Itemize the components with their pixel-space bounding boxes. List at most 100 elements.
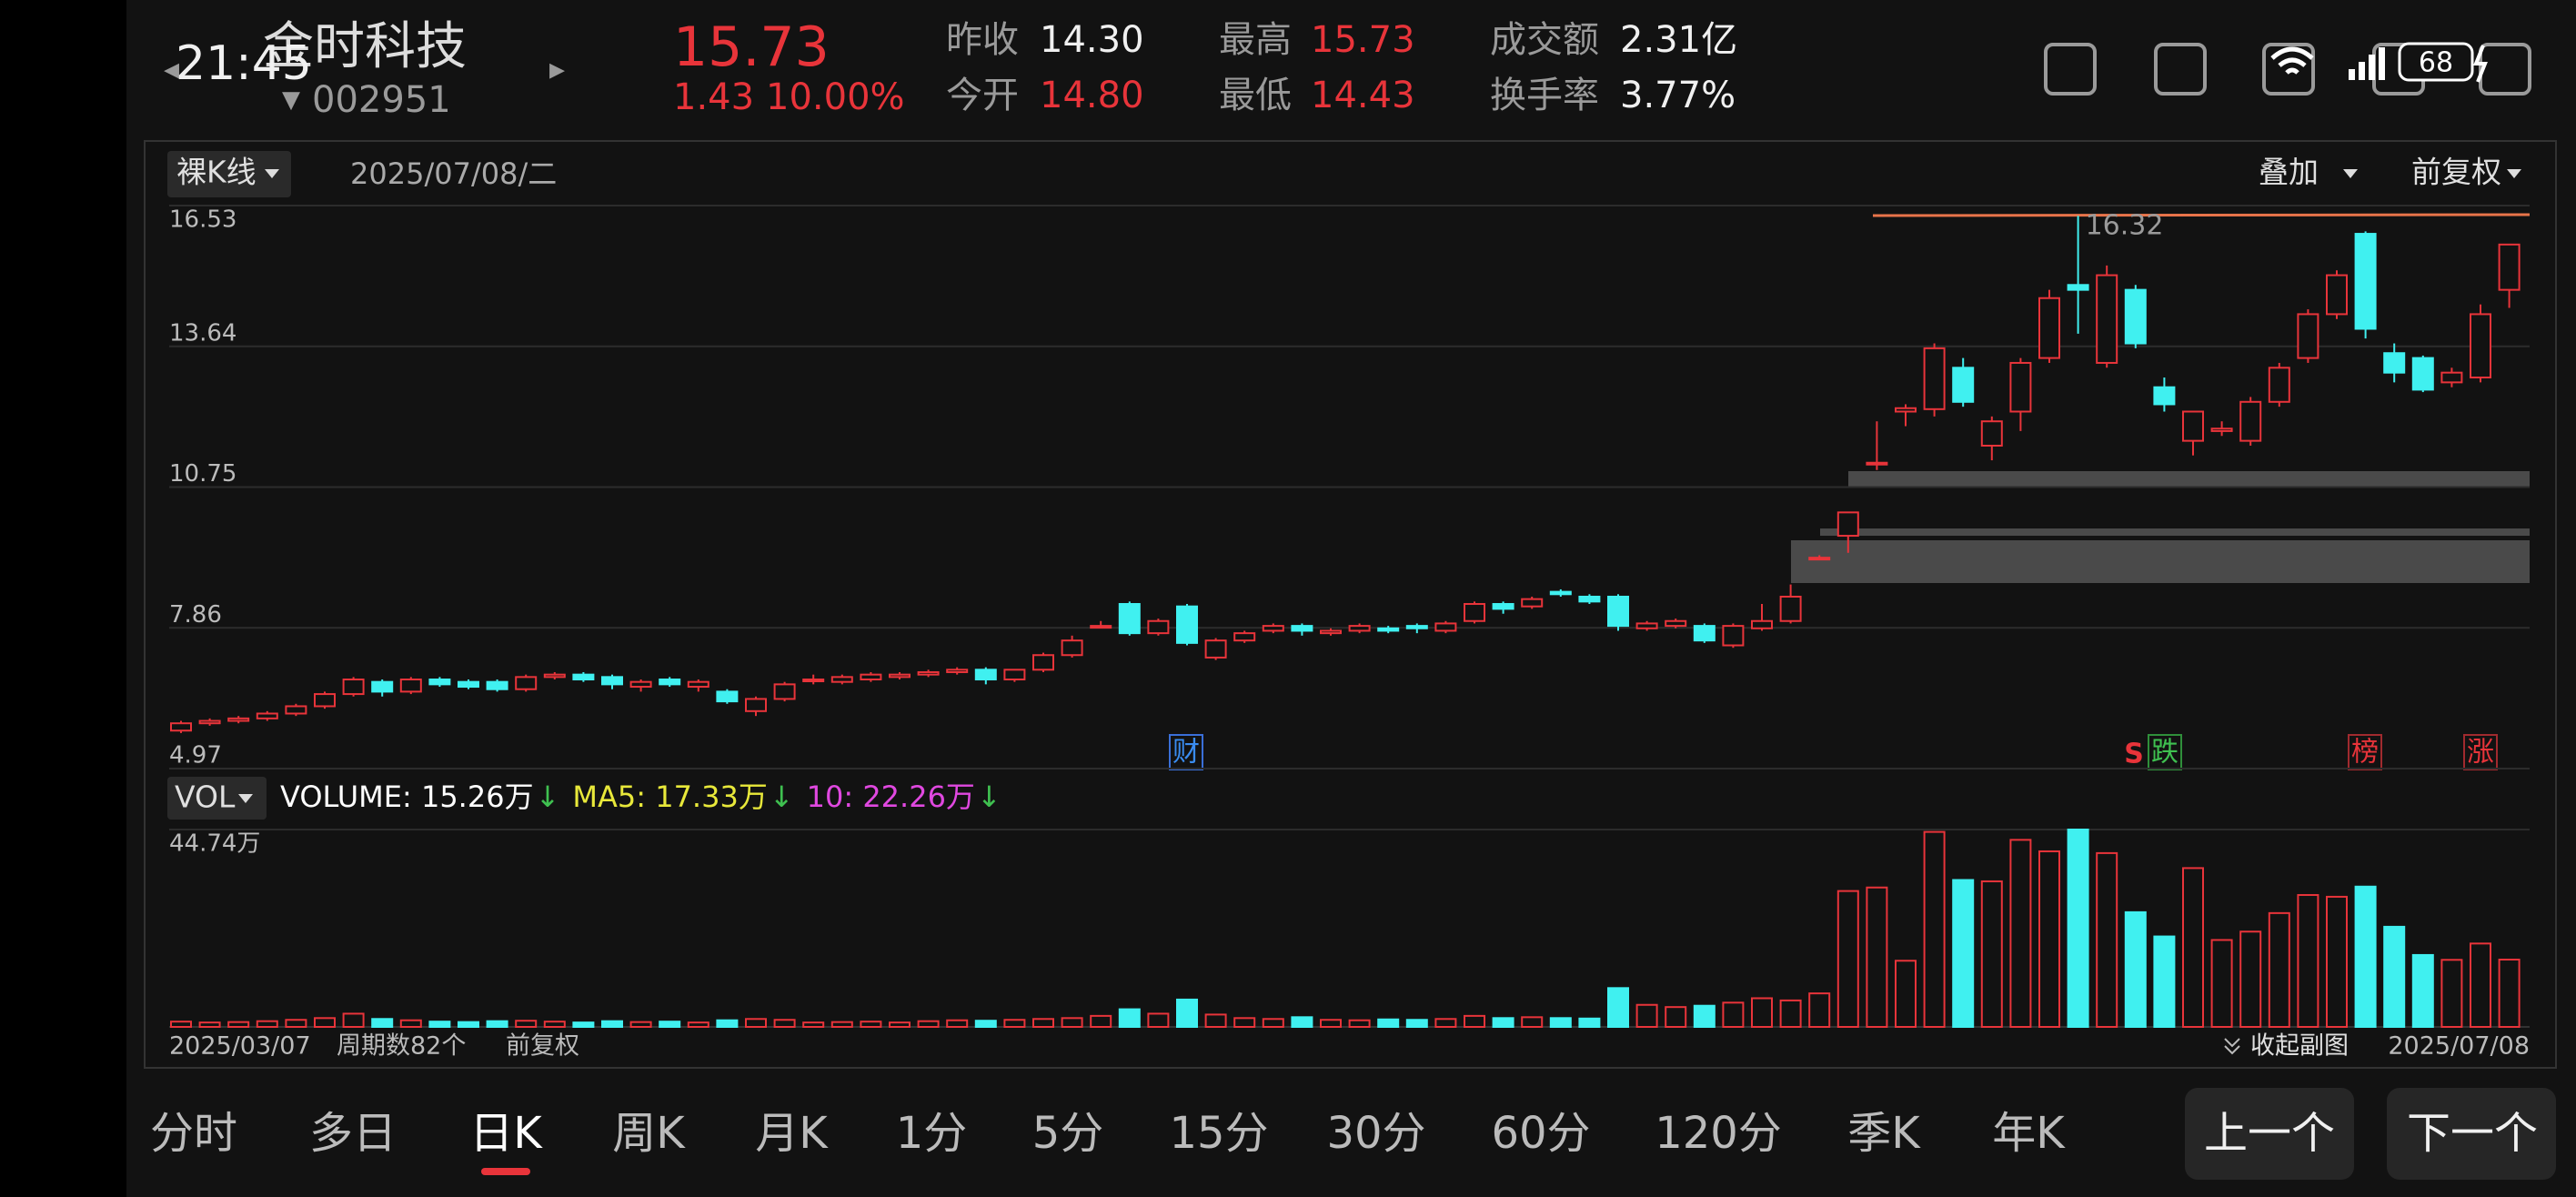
candle-body (342, 679, 365, 696)
indicator-box[interactable] (167, 777, 267, 820)
volume-bar (2067, 829, 2089, 1028)
legend-arrow: ↓ (977, 780, 1001, 814)
prev-button[interactable] (2185, 1088, 2354, 1180)
volume-bar (1090, 1014, 1112, 1029)
y-tick-label: 7.86 (169, 601, 222, 629)
volume-bar (1032, 1018, 1054, 1028)
share-icon[interactable] (2262, 43, 2315, 96)
volume-bar (256, 1020, 278, 1029)
period-tab[interactable]: 5分 (1031, 1108, 1104, 1159)
volume-bar (2210, 939, 2233, 1029)
volume-bar (1578, 1017, 1601, 1029)
candle-body (399, 679, 422, 693)
event-marker[interactable]: 榜 (2351, 737, 2379, 769)
volume-bar (2297, 893, 2319, 1029)
volume-bar (1262, 1018, 1284, 1028)
candle-body (716, 690, 739, 703)
candle-body (946, 669, 969, 673)
legend-text: 10: 22.26万 (807, 780, 975, 814)
dropdown-arrow (2507, 169, 2521, 178)
stat-label: 昨收 (946, 19, 1019, 61)
next-button[interactable] (2387, 1088, 2556, 1180)
candle-body (2153, 386, 2176, 406)
volume-bar (1118, 1008, 1141, 1028)
period-tab[interactable]: 年K (1992, 1108, 2065, 1159)
period-tab[interactable]: 周K (612, 1108, 685, 1159)
status-icons: 68 (2270, 42, 2488, 83)
volume-bar (1895, 960, 1917, 1029)
signal-bar (2349, 69, 2355, 80)
change-pct: 10.00% (766, 76, 905, 118)
period-tab[interactable]: 日K (469, 1108, 542, 1159)
layout-icon[interactable] (2154, 43, 2207, 96)
left-strip (0, 0, 126, 1197)
candle-body (198, 719, 221, 725)
candle-body (285, 705, 307, 715)
period-tab[interactable]: 1分 (895, 1108, 968, 1159)
legend-arrow: ↓ (536, 780, 560, 814)
period-tab[interactable]: 120分 (1655, 1108, 1782, 1159)
next-button-label[interactable]: 下一个 (2406, 1108, 2539, 1159)
candle-body (745, 698, 767, 712)
collapse-button[interactable]: 收起副图 (2250, 1032, 2349, 1061)
volume-bar (830, 1021, 853, 1028)
event-marker[interactable]: 跌 (2151, 737, 2179, 769)
volume-bar (458, 1021, 479, 1028)
candle-body (543, 673, 566, 679)
legend-text: VOLUME: 15.26万 (280, 780, 534, 814)
volume-bar (1320, 1019, 1342, 1029)
volume-bar (1176, 998, 1198, 1028)
candle-body (1262, 625, 1284, 632)
add-icon[interactable] (2044, 43, 2097, 96)
overlay-button[interactable]: 叠加 (2259, 155, 2319, 190)
candle-body (1751, 619, 1773, 629)
volume-bar (285, 1019, 307, 1029)
volume-bar (1061, 1017, 1083, 1029)
event-marker[interactable]: 涨 (2467, 737, 2494, 769)
volume-bar (1405, 1019, 1428, 1029)
period-tab[interactable]: 30分 (1326, 1108, 1426, 1159)
volume-bar (687, 1021, 709, 1029)
zone (1820, 528, 2530, 536)
period-tab[interactable]: 月K (755, 1108, 828, 1159)
volume-bar (2009, 839, 2032, 1028)
volume-bar (198, 1021, 221, 1029)
stat-label: 最高 (1219, 19, 1292, 61)
candle-body (2411, 357, 2434, 391)
volume-bar (1722, 1001, 1745, 1028)
volume-bar (773, 1019, 796, 1029)
adjust-button[interactable]: 前复权 (2411, 155, 2501, 190)
prev-arrow[interactable]: ◂ (164, 51, 180, 87)
volume-bar (2268, 911, 2290, 1028)
candle-body (1032, 654, 1054, 671)
candle-body (1348, 625, 1371, 632)
candle-body (1291, 625, 1313, 632)
event-marker[interactable]: S (2124, 739, 2144, 770)
stock-name: 金时科技 (263, 17, 467, 76)
volume-bar (543, 1021, 566, 1028)
volume-bar (371, 1018, 394, 1028)
period-tab[interactable]: 分时 (149, 1108, 238, 1159)
volume-bar (2182, 867, 2204, 1029)
volume-bar (659, 1021, 681, 1028)
period-tab[interactable]: 多日 (308, 1108, 397, 1159)
prev-button-label[interactable]: 上一个 (2203, 1108, 2336, 1159)
volume-bar (802, 1021, 825, 1029)
high-annotation: 16.32 (2086, 210, 2164, 242)
volume-bar (1521, 1016, 1544, 1029)
event-marker[interactable]: 财 (1172, 737, 1200, 769)
mode-box[interactable] (167, 151, 291, 197)
volume-bar (1233, 1017, 1256, 1029)
period-tab[interactable]: 季K (1847, 1108, 1920, 1159)
volume-bar (342, 1012, 365, 1028)
period-tab[interactable]: 60分 (1491, 1108, 1591, 1159)
candle-body (629, 680, 652, 689)
more-icon[interactable] (2479, 43, 2531, 96)
volume-bar (601, 1020, 623, 1029)
indicator-label[interactable]: VOL (175, 780, 236, 815)
volume-bar (2470, 942, 2491, 1028)
mode-label[interactable]: 裸K线 (176, 155, 257, 190)
period-tab[interactable]: 15分 (1169, 1108, 1269, 1159)
candle-body (1693, 625, 1716, 642)
next-arrow[interactable]: ▸ (549, 51, 566, 87)
